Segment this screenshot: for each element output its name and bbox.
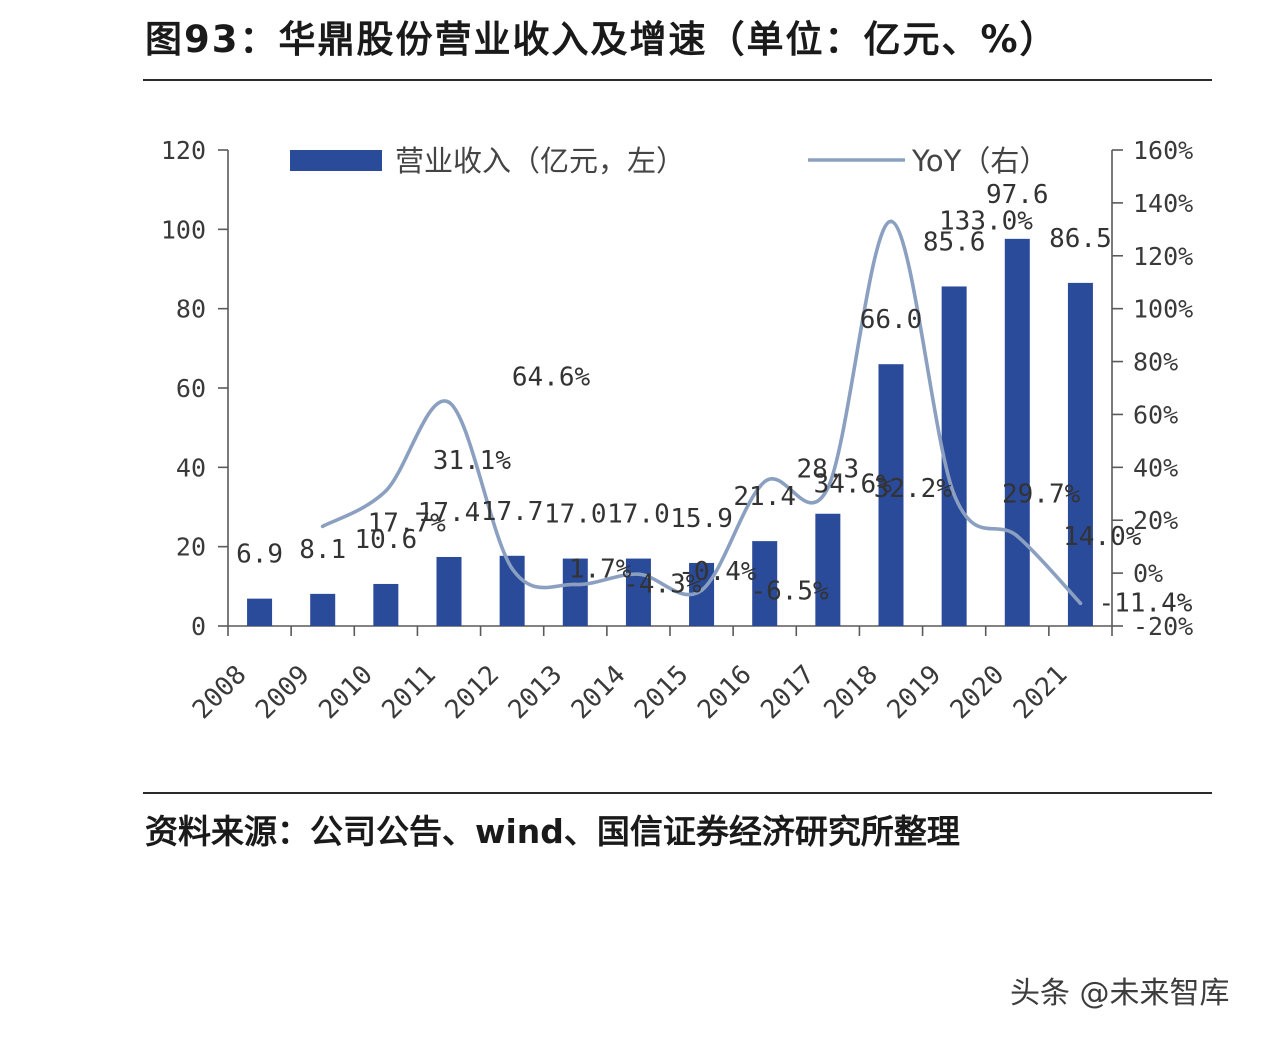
source-note: 资料来源：公司公告、wind、国信证券经济研究所整理	[145, 812, 960, 851]
bar-label-2013: 17.0	[544, 500, 607, 530]
bar-2016	[752, 541, 778, 626]
y-right-tick-label: 160%	[1133, 136, 1193, 165]
x-tick-label-2012: 2012	[440, 660, 505, 725]
bar-2021	[1067, 282, 1093, 626]
y-right-tick-label: -20%	[1133, 612, 1193, 641]
bar-2009	[310, 593, 336, 626]
y-left-tick-label: 20	[176, 533, 206, 562]
x-tick-label-2010: 2010	[313, 660, 378, 725]
x-tick-label-2013: 2013	[503, 660, 568, 725]
x-tick-label-2015: 2015	[629, 660, 694, 725]
y-left-tick-label: 80	[176, 295, 206, 324]
x-tick-label-2014: 2014	[566, 660, 631, 725]
legend: 营业收入（亿元，左） YoY（右）	[290, 144, 1048, 178]
yoy-label-2013: -4.3%	[623, 569, 702, 599]
bar-2018	[878, 364, 904, 626]
yoy-point-2013	[573, 582, 578, 587]
bar-2017	[815, 513, 841, 626]
y-left-tick-label: 120	[161, 136, 206, 165]
title-divider	[143, 79, 1212, 81]
bar-label-2018: 66.0	[860, 305, 923, 335]
bar-label-2015: 15.9	[670, 504, 733, 534]
y-right-tick-label: 120%	[1133, 242, 1193, 271]
bar-label-2008: 6.9	[236, 540, 283, 570]
yoy-label-2009: 17.7%	[368, 508, 447, 538]
yoy-point-2009	[320, 524, 325, 529]
y-right-tick-label: 80%	[1133, 348, 1178, 377]
y-left-tick-label: 0	[191, 612, 206, 641]
bar-label-2020: 97.6	[986, 180, 1049, 210]
yoy-point-2020	[1015, 534, 1020, 538]
x-tick-label-2009: 2009	[250, 660, 315, 725]
bar-label-2011: 17.4	[418, 498, 481, 528]
y-left-tick-label: 60	[176, 374, 206, 403]
bar-label-2009: 8.1	[299, 535, 346, 565]
y-right-tick-label: 20%	[1133, 506, 1178, 535]
y-right-tick-label: 0%	[1133, 559, 1163, 588]
yoy-point-2016	[762, 479, 767, 484]
x-tick-label-2011: 2011	[376, 660, 441, 725]
x-tick-label-2018: 2018	[818, 660, 883, 725]
y-left-tick-label: 100	[161, 215, 206, 244]
yoy-label-2014: -0.4%	[678, 557, 757, 587]
bar-label-2021: 86.5	[1049, 224, 1112, 254]
bar-label-2019: 85.6	[923, 227, 986, 257]
revenue-bars	[247, 238, 1093, 626]
yoy-line	[320, 219, 1083, 606]
x-tick-label-2021: 2021	[1008, 660, 1073, 725]
bar-2014	[625, 558, 651, 626]
data-labels: 6.9 8.1 10.617.4 17.7 17.0 17.0 15.921.428.366…	[236, 180, 1193, 618]
watermark: 头条 @未来智库	[1010, 976, 1230, 1011]
yoy-label-2015: -6.5%	[750, 576, 829, 606]
yoy-series	[320, 219, 1083, 606]
legend-swatch-revenue	[290, 150, 382, 171]
bar-2019	[941, 286, 967, 626]
yoy-point-2014	[636, 572, 641, 576]
yoy-label-2011: 64.6%	[512, 362, 591, 392]
yoy-label-2021: -11.4%	[1098, 588, 1192, 618]
yoy-point-2021	[1078, 601, 1083, 606]
y-left-tick-label: 40	[176, 453, 206, 482]
y-right-tick-label: 100%	[1133, 295, 1193, 324]
bar-label-2017: 28.3	[797, 455, 860, 485]
yoy-label-2010: 31.1%	[433, 446, 512, 476]
y-right-tick-label: 140%	[1133, 189, 1193, 218]
x-tick-label-2017: 2017	[755, 660, 820, 725]
yoy-point-2019	[952, 492, 956, 497]
yoy-label-2020: 14.0%	[1063, 522, 1142, 552]
bar-label-2014: 17.0	[607, 500, 670, 530]
yoy-point-2018	[889, 219, 893, 224]
yoy-point-2011	[447, 400, 451, 405]
legend-label-yoy: YoY（右）	[911, 144, 1048, 178]
bar-label-2010: 10.6	[355, 525, 418, 555]
yoy-label-2017: 32.2%	[874, 474, 953, 504]
bar-2008	[247, 598, 273, 626]
y-right-tick-label: 40%	[1133, 453, 1178, 482]
bar-2011	[436, 556, 462, 626]
yoy-label-2016: 34.6%	[814, 470, 893, 500]
bar-2020	[1004, 238, 1030, 626]
source-divider	[143, 792, 1212, 794]
x-tick-label-2019: 2019	[882, 660, 947, 725]
yoy-point-2010	[384, 489, 388, 493]
revenue-yoy-chart: 0 20 40 60 80 100 120 -20% 0% 20% 40% 60% 80% 100% 120…	[161, 136, 1193, 725]
bar-2013	[562, 558, 588, 626]
yoy-label-2019: 29.7%	[1002, 480, 1081, 510]
bar-label-2012: 17.7	[481, 497, 544, 527]
yoy-point-2015	[699, 588, 704, 593]
x-tick-label-2008: 2008	[187, 660, 252, 725]
legend-label-revenue: 营业收入（亿元，左）	[395, 144, 685, 178]
yoy-label-2018: 133.0%	[939, 206, 1033, 236]
y-right-tick-label: 60%	[1133, 400, 1178, 429]
yoy-point-2012	[510, 566, 514, 571]
x-tick-label-2016: 2016	[692, 660, 757, 725]
axes: 0 20 40 60 80 100 120 -20% 0% 20% 40% 60% 80% 100% 120…	[161, 136, 1193, 725]
yoy-point-2017	[826, 486, 830, 490]
x-tick-label-2020: 2020	[945, 660, 1010, 725]
figure-title: 图93：华鼎股份营业收入及增速（单位：亿元、%）	[145, 18, 1059, 61]
bar-2010	[373, 583, 399, 626]
yoy-label-2012: 1.7%	[569, 555, 632, 585]
bar-label-2016: 21.4	[733, 482, 796, 512]
